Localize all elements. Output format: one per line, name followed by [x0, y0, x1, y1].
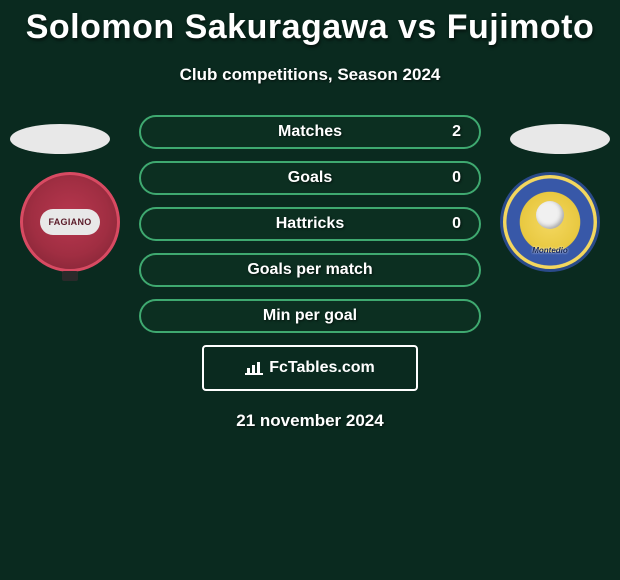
club-badge-right: Montedio	[500, 172, 600, 272]
stat-value: 2	[452, 123, 461, 141]
page-subtitle: Club competitions, Season 2024	[0, 65, 620, 85]
stat-label: Min per goal	[263, 307, 357, 325]
club-badge-right-label: Montedio	[532, 246, 568, 255]
stat-row-goals: Goals 0	[139, 161, 481, 195]
brand-box[interactable]: FcTables.com	[202, 345, 418, 391]
player-photo-placeholder-left	[10, 124, 110, 154]
footer-date: 21 november 2024	[0, 411, 620, 431]
club-badge-left-label: FAGIANO	[40, 209, 100, 235]
bar-chart-icon	[245, 361, 263, 375]
club-badge-left: FAGIANO	[20, 172, 120, 272]
player-photo-placeholder-right	[510, 124, 610, 154]
stat-value: 0	[452, 215, 461, 233]
stat-row-goals-per-match: Goals per match	[139, 253, 481, 287]
page-title: Solomon Sakuragawa vs Fujimoto	[0, 0, 620, 47]
stats-container: Matches 2 Goals 0 Hattricks 0 Goals per …	[139, 115, 481, 333]
stat-row-matches: Matches 2	[139, 115, 481, 149]
brand-text: FcTables.com	[269, 359, 375, 377]
stat-value: 0	[452, 169, 461, 187]
stat-label: Goals per match	[247, 261, 372, 279]
stat-row-hattricks: Hattricks 0	[139, 207, 481, 241]
stat-label: Hattricks	[276, 215, 344, 233]
stat-row-min-per-goal: Min per goal	[139, 299, 481, 333]
stat-label: Matches	[278, 123, 342, 141]
stat-label: Goals	[288, 169, 332, 187]
